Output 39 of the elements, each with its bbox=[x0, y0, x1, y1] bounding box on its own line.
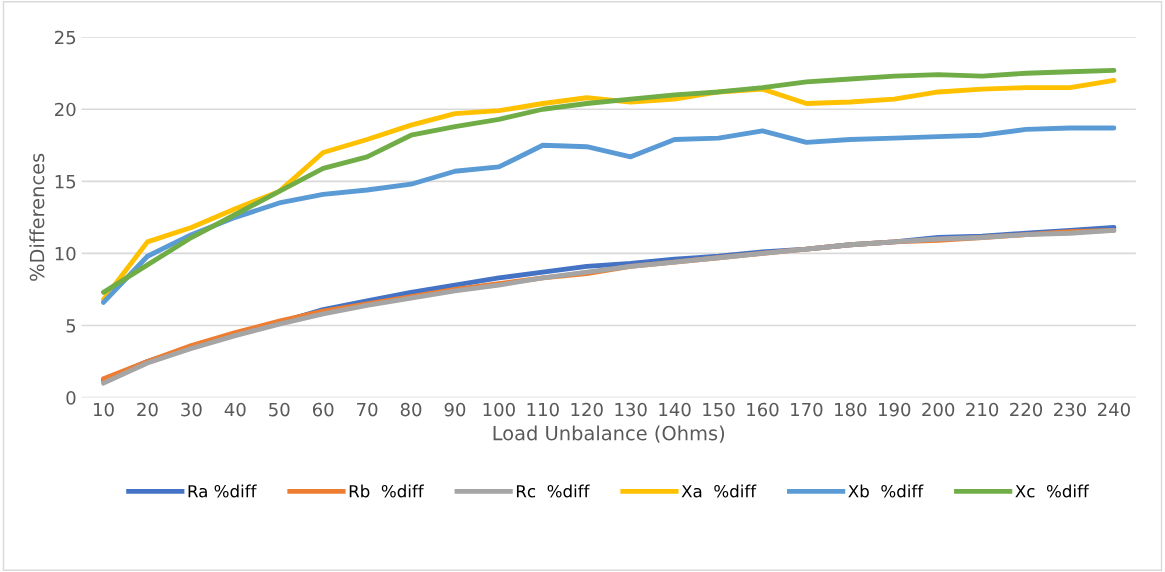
x-tick-label: 80 bbox=[400, 402, 422, 417]
x-tick-label: 140 bbox=[659, 402, 691, 417]
x-axis-title: Load Unbalance (Ohms) bbox=[493, 425, 725, 443]
x-tick-label: 20 bbox=[137, 402, 158, 417]
x-tick-label: 130 bbox=[615, 402, 647, 417]
x-tick-label: 40 bbox=[224, 402, 246, 417]
x-tick-label: 150 bbox=[703, 402, 735, 417]
legend-label: Xa %diff bbox=[681, 484, 757, 498]
x-tick-label: 10 bbox=[94, 402, 114, 417]
legend-label: Xc %diff bbox=[1015, 484, 1090, 498]
x-tick-label: 230 bbox=[1054, 402, 1087, 417]
x-tick-label: 210 bbox=[966, 402, 999, 417]
x-tick-label: 160 bbox=[747, 402, 779, 417]
legend-label: Rc %diff bbox=[516, 484, 590, 498]
line-series bbox=[101, 125, 1117, 305]
y-tick-label: 0 bbox=[66, 391, 76, 405]
x-tick-label: 100 bbox=[483, 402, 515, 417]
legend-label: Rb %diff bbox=[349, 484, 424, 498]
x-tick-label: 110 bbox=[527, 402, 559, 417]
x-tick-label: 30 bbox=[181, 402, 202, 417]
x-tick-label: 170 bbox=[791, 402, 823, 417]
x-tick-label: 240 bbox=[1098, 402, 1130, 417]
x-tick-label: 70 bbox=[357, 402, 378, 417]
x-tick-label: 190 bbox=[879, 402, 911, 417]
legend-label: Xb %diff bbox=[848, 484, 924, 498]
y-tick-label: 15 bbox=[55, 175, 76, 189]
legend-label: Ra %diff bbox=[188, 484, 257, 498]
x-tick-label: 60 bbox=[312, 402, 334, 417]
x-tick-label: 220 bbox=[1010, 402, 1043, 417]
y-tick-label: 25 bbox=[55, 30, 76, 45]
x-tick-label: 90 bbox=[444, 402, 466, 417]
x-tick-label: 180 bbox=[835, 402, 867, 417]
y-tick-label: 10 bbox=[55, 246, 76, 261]
x-tick-label: 50 bbox=[269, 402, 290, 417]
x-tick-label: 120 bbox=[571, 402, 603, 417]
x-tick-label: 200 bbox=[922, 402, 955, 417]
y-axis-title: %Differences bbox=[29, 153, 45, 281]
y-tick-label: 20 bbox=[55, 102, 76, 117]
y-tick-label: 5 bbox=[66, 319, 76, 333]
